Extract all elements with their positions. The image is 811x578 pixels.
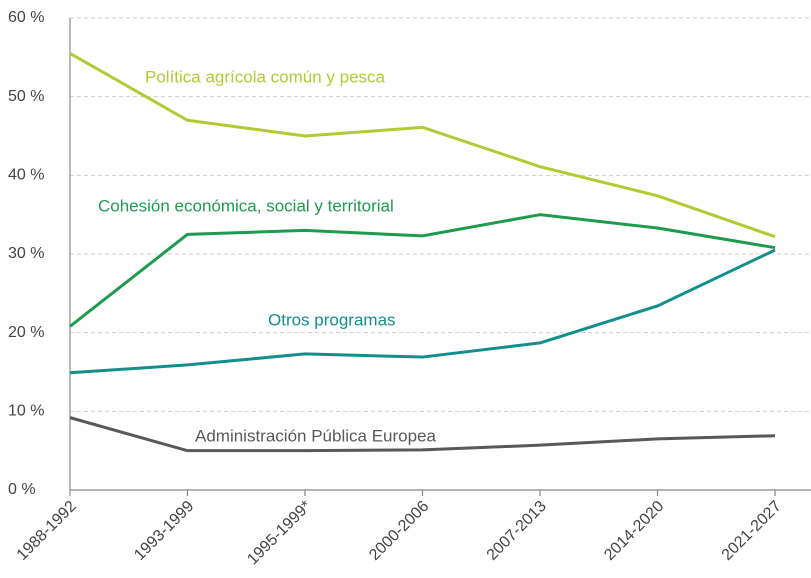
x-tick-label: 1993-1999 xyxy=(131,498,197,564)
series-label: Cohesión económica, social y territorial xyxy=(98,196,394,215)
y-tick-label: 40 % xyxy=(8,167,44,184)
x-tick-label: 1988-1992 xyxy=(14,498,80,564)
y-tick-label: 10 % xyxy=(8,403,44,420)
x-tick-label: 1995-1999* xyxy=(244,498,315,569)
series-label: Otros programas xyxy=(268,310,396,329)
series-line xyxy=(69,248,776,375)
x-tick-label: 2000-2006 xyxy=(366,498,432,564)
x-tick-label: 2021-2027 xyxy=(719,498,785,564)
x-tick-label: 2007-2013 xyxy=(484,498,550,564)
y-tick-label: 20 % xyxy=(8,324,44,341)
x-tick-label: 2014-2020 xyxy=(601,498,667,564)
series-label: Administración Pública Europea xyxy=(195,426,437,445)
y-tick-label: 30 % xyxy=(8,245,44,262)
series-line xyxy=(69,416,776,453)
y-tick-label: 50 % xyxy=(8,88,44,105)
y-tick-label: 60 % xyxy=(8,9,44,26)
series-line xyxy=(69,52,776,239)
series-label: Política agrícola común y pesca xyxy=(145,67,386,86)
y-tick-label: 0 % xyxy=(8,481,36,498)
series-line xyxy=(69,213,776,328)
